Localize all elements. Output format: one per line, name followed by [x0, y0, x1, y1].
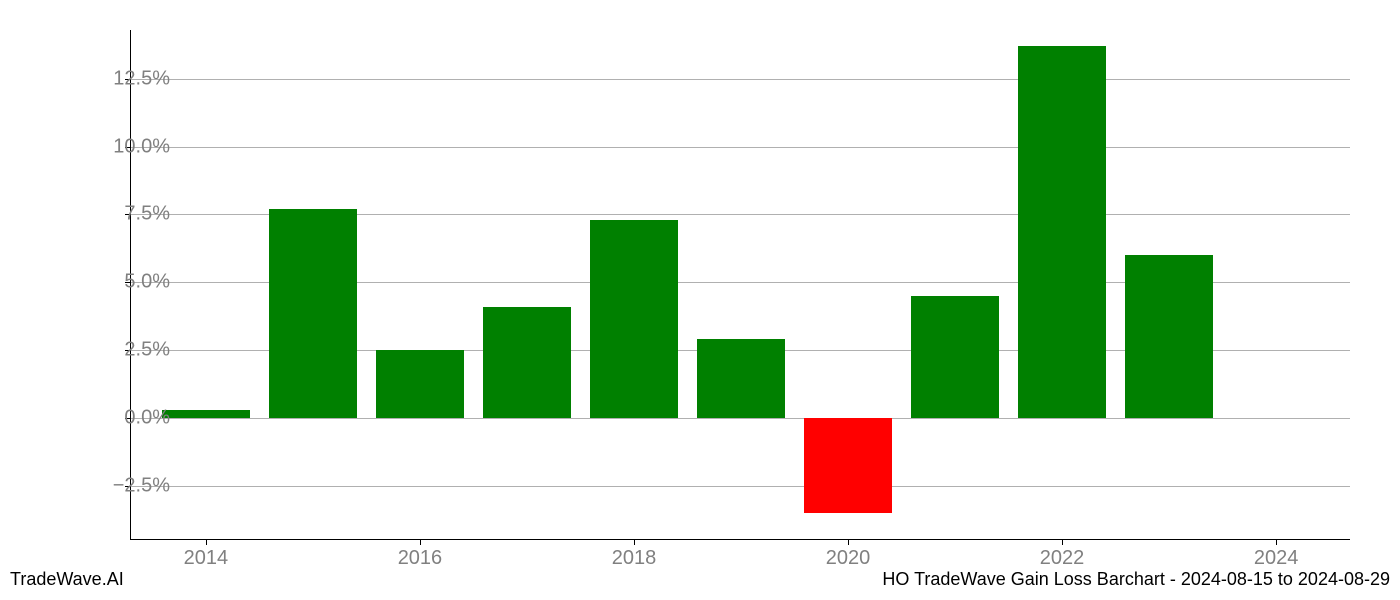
x-tick-label: 2018 — [612, 547, 657, 570]
x-tick-label: 2020 — [826, 547, 871, 570]
bar — [376, 350, 464, 418]
gridline — [131, 147, 1350, 148]
y-tick-label: 7.5% — [124, 203, 170, 226]
footer-left-label: TradeWave.AI — [10, 569, 124, 590]
bar — [1018, 46, 1106, 418]
bar — [911, 296, 999, 418]
chart-container: 201420162018202020222024 — [130, 30, 1350, 540]
x-tick-mark — [1276, 539, 1277, 545]
y-tick-label: 0.0% — [124, 406, 170, 429]
bar — [269, 209, 357, 418]
y-tick-label: 5.0% — [124, 271, 170, 294]
bar — [697, 339, 785, 418]
bar — [162, 410, 250, 418]
x-tick-label: 2016 — [398, 547, 443, 570]
bar — [1125, 255, 1213, 418]
x-tick-mark — [634, 539, 635, 545]
gridline — [131, 418, 1350, 419]
y-tick-label: −2.5% — [113, 474, 170, 497]
x-tick-label: 2014 — [184, 547, 229, 570]
x-tick-mark — [848, 539, 849, 545]
y-tick-label: 10.0% — [113, 135, 170, 158]
gridline — [131, 79, 1350, 80]
x-tick-mark — [420, 539, 421, 545]
y-tick-label: 12.5% — [113, 67, 170, 90]
x-tick-mark — [206, 539, 207, 545]
x-tick-mark — [1062, 539, 1063, 545]
bar — [804, 418, 892, 513]
y-tick-label: 2.5% — [124, 339, 170, 362]
gridline — [131, 486, 1350, 487]
x-tick-label: 2024 — [1254, 547, 1299, 570]
bar — [590, 220, 678, 418]
plot-area: 201420162018202020222024 — [130, 30, 1350, 540]
x-tick-label: 2022 — [1040, 547, 1085, 570]
bar — [483, 307, 571, 418]
footer-right-label: HO TradeWave Gain Loss Barchart - 2024-0… — [882, 569, 1390, 590]
